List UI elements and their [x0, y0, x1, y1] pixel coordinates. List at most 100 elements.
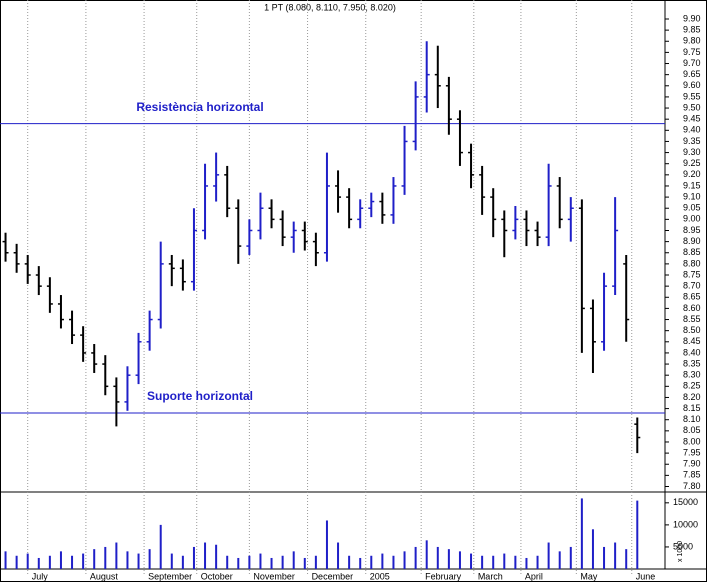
y-tick-label: 8.50	[683, 325, 701, 335]
y-tick-label: 8.95	[683, 225, 701, 235]
y-tick-label: 8.85	[683, 247, 701, 257]
y-tick-label: 8.40	[683, 347, 701, 357]
volume-bar	[192, 546, 195, 569]
volume-bar	[181, 555, 184, 569]
volume-bar	[115, 542, 118, 569]
x-tick-label: June	[636, 571, 656, 581]
y-tick-label: 9.20	[683, 169, 701, 179]
volume-bar	[270, 557, 273, 569]
volume-bar	[370, 555, 373, 569]
y-tick-label: 8.25	[683, 381, 701, 391]
x-tick-label: July	[32, 571, 49, 581]
y-tick-label: 9.45	[683, 114, 701, 124]
volume-bar	[625, 549, 628, 569]
volume-bar	[481, 555, 484, 569]
y-tick-label: 9.15	[683, 180, 701, 190]
annotation: Resistència horizontal	[136, 100, 263, 114]
volume-bar	[93, 549, 96, 569]
volume-bar	[503, 553, 506, 569]
volume-unit: x 1000	[677, 541, 684, 562]
volume-bar	[403, 551, 406, 569]
y-tick-label: 9.75	[683, 47, 701, 57]
y-tick-label: 7.95	[683, 447, 701, 457]
volume-bar	[126, 551, 129, 569]
y-tick-label: 9.30	[683, 147, 701, 157]
volume-bar	[104, 546, 107, 569]
volume-bar	[137, 553, 140, 569]
volume-bar	[148, 549, 151, 569]
volume-bar	[425, 540, 428, 569]
volume-bar	[303, 557, 306, 569]
x-tick-label: October	[201, 571, 233, 581]
y-tick-label: 8.70	[683, 281, 701, 291]
volume-bar	[4, 551, 7, 569]
volume-bar	[15, 555, 18, 569]
y-tick-label: 7.80	[683, 481, 701, 491]
y-tick-label: 8.80	[683, 258, 701, 268]
volume-bar	[215, 544, 218, 569]
volume-bar	[226, 555, 229, 569]
volume-bar	[547, 542, 550, 569]
volume-bar	[314, 555, 317, 569]
volume-bar	[414, 546, 417, 569]
volume-tick-label: 5000	[673, 541, 693, 551]
y-tick-label: 9.05	[683, 203, 701, 213]
x-tick-label: 2005	[370, 571, 390, 581]
y-tick-label: 9.50	[683, 102, 701, 112]
x-tick-label: December	[312, 571, 354, 581]
x-tick-label: August	[90, 571, 119, 581]
y-tick-label: 8.30	[683, 370, 701, 380]
annotation: Suporte horizontal	[147, 389, 253, 403]
volume-bar	[237, 557, 240, 569]
volume-bar	[569, 546, 572, 569]
volume-tick-label: 10000	[673, 519, 698, 529]
x-tick-label: February	[425, 571, 462, 581]
y-tick-label: 8.20	[683, 392, 701, 402]
x-tick-label: March	[478, 571, 503, 581]
volume-bar	[458, 551, 461, 569]
volume-bar	[48, 555, 51, 569]
y-tick-label: 9.35	[683, 136, 701, 146]
volume-bar	[381, 553, 384, 569]
y-tick-label: 9.25	[683, 158, 701, 168]
y-tick-label: 9.85	[683, 25, 701, 35]
volume-bar	[591, 529, 594, 569]
volume-bar	[603, 546, 606, 569]
y-tick-label: 9.80	[683, 36, 701, 46]
volume-bar	[536, 555, 539, 569]
x-tick-label: September	[148, 571, 192, 581]
volume-bar	[248, 555, 251, 569]
y-tick-label: 9.55	[683, 91, 701, 101]
volume-bar	[292, 551, 295, 569]
volume-bar	[71, 555, 74, 569]
y-tick-label: 8.45	[683, 336, 701, 346]
y-tick-label: 8.90	[683, 236, 701, 246]
volume-bar	[348, 555, 351, 569]
volume-tick-label: 15000	[673, 497, 698, 507]
y-tick-label: 7.90	[683, 459, 701, 469]
volume-bar	[436, 546, 439, 569]
volume-bar	[26, 553, 29, 569]
volume-bar	[204, 542, 207, 569]
volume-bar	[447, 549, 450, 569]
y-tick-label: 8.05	[683, 425, 701, 435]
volume-bar	[525, 557, 528, 569]
y-tick-label: 9.40	[683, 125, 701, 135]
volume-bar	[514, 555, 517, 569]
y-tick-label: 8.15	[683, 403, 701, 413]
y-tick-label: 9.10	[683, 191, 701, 201]
y-tick-label: 9.65	[683, 69, 701, 79]
volume-bar	[170, 553, 173, 569]
volume-bar	[470, 553, 473, 569]
volume-bar	[580, 498, 583, 569]
y-tick-label: 9.90	[683, 13, 701, 23]
y-tick-label: 8.55	[683, 314, 701, 324]
volume-bar	[337, 542, 340, 569]
volume-bar	[614, 542, 617, 569]
volume-bar	[636, 500, 639, 569]
volume-bar	[37, 557, 40, 569]
x-tick-label: April	[525, 571, 543, 581]
volume-bar	[392, 555, 395, 569]
y-tick-label: 8.10	[683, 414, 701, 424]
